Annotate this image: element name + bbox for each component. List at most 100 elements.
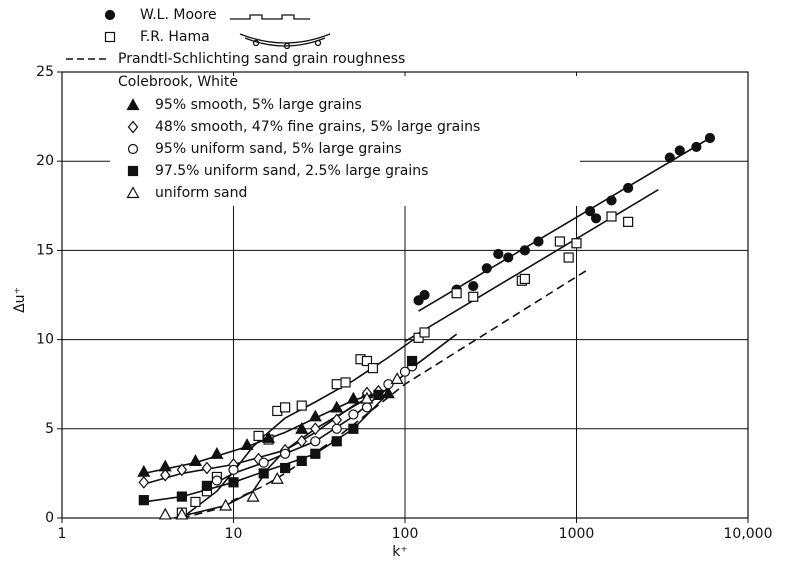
y-tick-label: 0 <box>45 510 54 526</box>
point <box>210 447 224 459</box>
y-tick-label: 15 <box>36 242 54 258</box>
point <box>261 430 276 443</box>
point <box>361 355 373 367</box>
fit-line <box>143 392 389 503</box>
point <box>519 273 530 285</box>
point <box>571 238 582 249</box>
point <box>330 400 344 413</box>
point <box>390 372 404 384</box>
point <box>590 213 602 224</box>
point <box>258 468 269 479</box>
point <box>258 457 269 468</box>
legend-icons <box>230 14 331 50</box>
point <box>373 389 384 401</box>
legend-label: F.R. Hama <box>140 29 210 45</box>
point <box>674 145 685 156</box>
point <box>340 377 351 388</box>
legend-label: uniform sand <box>155 185 247 201</box>
point <box>346 391 360 404</box>
legend-label: W.L. Moore <box>140 7 217 23</box>
point <box>158 507 172 520</box>
point <box>360 391 374 404</box>
point <box>419 327 430 338</box>
point <box>253 430 264 442</box>
legend-swatch <box>127 120 139 134</box>
y-tick-label: 10 <box>36 332 54 348</box>
point <box>533 236 544 247</box>
icon-dot <box>283 42 291 50</box>
point <box>704 132 716 144</box>
fit-line <box>418 137 711 312</box>
x-tick-label: 10,000 <box>724 526 773 542</box>
point <box>295 422 309 434</box>
point <box>606 195 617 206</box>
point <box>383 379 394 390</box>
y-tick-label: 25 <box>36 64 54 80</box>
point <box>211 475 222 486</box>
point <box>554 236 565 247</box>
legend-label: 97.5% uniform sand, 2.5% large grains <box>155 163 428 179</box>
x-tick-label: 1 <box>58 526 67 542</box>
point <box>493 248 504 260</box>
point <box>138 495 149 506</box>
point <box>413 332 424 343</box>
point <box>331 423 342 434</box>
icon-dot <box>252 39 260 47</box>
point <box>228 464 239 475</box>
point <box>563 252 574 263</box>
y-tick-label: 5 <box>45 421 54 437</box>
point <box>280 448 291 459</box>
point <box>348 409 359 420</box>
point <box>159 468 171 482</box>
point <box>584 206 596 217</box>
point <box>481 263 492 274</box>
point <box>201 461 213 475</box>
fit-line <box>404 189 659 343</box>
y-tick-label: 20 <box>36 153 54 169</box>
point <box>296 455 307 467</box>
point <box>691 141 702 153</box>
point <box>296 400 307 411</box>
point <box>468 280 479 292</box>
point <box>381 386 395 399</box>
point <box>664 152 675 163</box>
dashed-line <box>181 267 591 519</box>
legend-label: 95% uniform sand, 5% large grains <box>155 141 402 157</box>
y-axis-label: Δu⁺ <box>12 287 28 313</box>
legend-swatch <box>126 186 140 199</box>
point <box>310 448 321 459</box>
legend-label: Prandtl-Schlichting sand grain roughness <box>118 51 405 67</box>
point <box>348 423 359 434</box>
point <box>451 288 462 299</box>
point <box>176 491 187 502</box>
point <box>175 507 189 520</box>
point <box>137 464 151 477</box>
point <box>228 477 239 488</box>
point <box>310 422 321 436</box>
legend-background <box>110 76 580 206</box>
point <box>280 402 291 413</box>
point <box>270 472 284 484</box>
point <box>331 436 342 447</box>
point <box>623 216 634 227</box>
rough-wall-icon <box>230 14 310 20</box>
point <box>623 182 634 194</box>
legend-swatch <box>127 143 139 155</box>
point <box>519 245 530 256</box>
x-tick-label: 1000 <box>559 526 595 542</box>
legend-label: 95% smooth, 5% large grains <box>155 97 362 113</box>
point <box>606 211 617 222</box>
point <box>468 291 479 302</box>
point <box>246 489 260 502</box>
point <box>188 454 202 467</box>
point <box>240 438 254 450</box>
legend-swatch <box>126 98 140 111</box>
point <box>296 434 308 448</box>
point <box>399 366 411 377</box>
point <box>310 436 321 447</box>
point <box>361 402 373 413</box>
legend-swatch <box>127 165 139 177</box>
icon-dot <box>314 39 322 47</box>
point <box>406 355 418 367</box>
